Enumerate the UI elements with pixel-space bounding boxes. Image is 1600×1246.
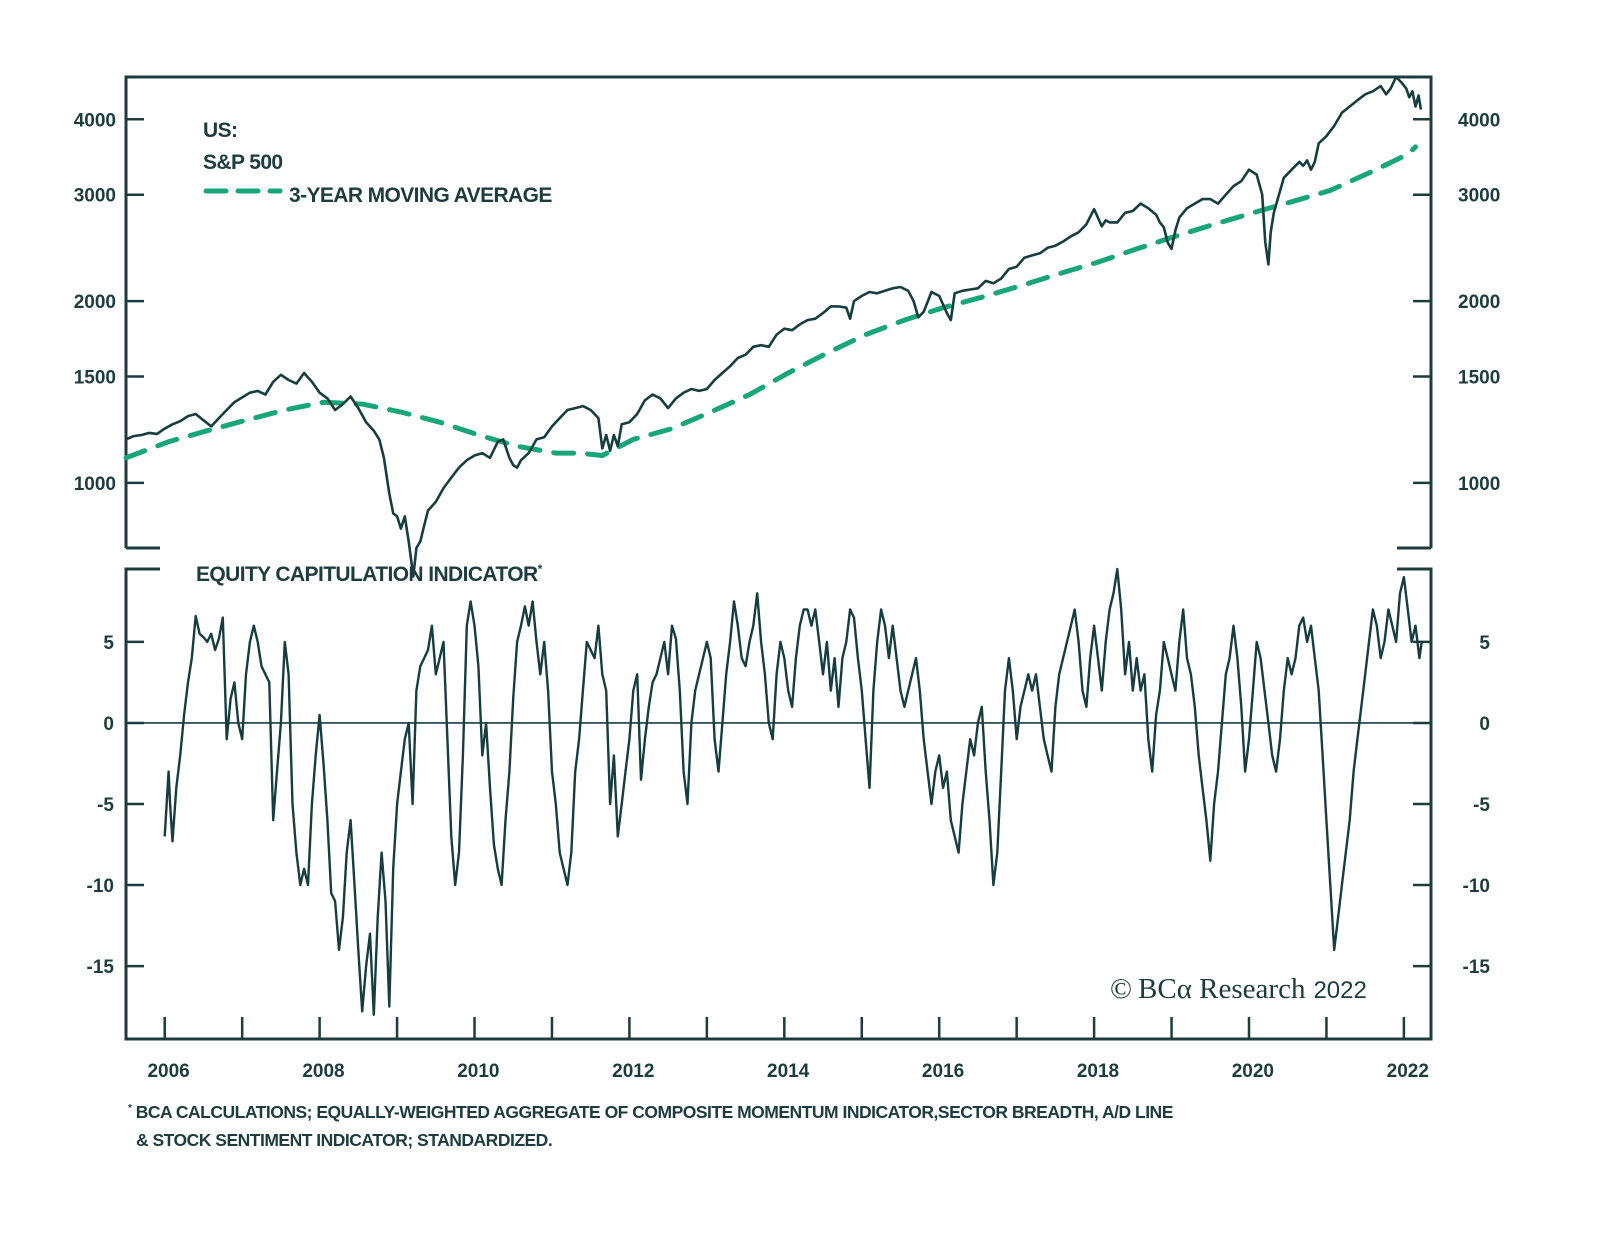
x-tick-label: 2020 [1232, 1061, 1274, 1082]
lower-right-tick-label: -15 [1463, 957, 1491, 978]
x-tick-label: 2014 [767, 1061, 810, 1082]
capitulation-indicator-line [163, 567, 1423, 1016]
copyright: © BCα Research 2022 [1110, 973, 1367, 1005]
upper-right-tick-label: 1000 [1458, 474, 1500, 495]
lower-panel-title-text: EQUITY CAPITULATION INDICATOR [196, 563, 538, 586]
lower-panel-title: EQUITY CAPITULATION INDICATOR* [196, 562, 543, 586]
lower-left-tick-label: -10 [87, 876, 114, 897]
upper-panel-frame [124, 75, 1433, 550]
copyright-brand: BCα Research [1138, 973, 1306, 1005]
x-axis: 2006 2008 2010 2012 2014 2016 2018 2020 2022 [147, 1017, 1429, 1082]
upper-left-tick-label: 1000 [74, 474, 116, 495]
x-tick-label: 2022 [1387, 1061, 1429, 1082]
upper-left-tick-label: 2000 [74, 292, 116, 313]
upper-left-tick-label: 4000 [74, 110, 116, 131]
lower-right-tick-label: 5 [1479, 633, 1490, 654]
upper-right-tick-label: 2000 [1458, 292, 1500, 313]
x-tick-label: 2008 [302, 1061, 344, 1082]
copyright-symbol: © [1110, 973, 1132, 1005]
footnote-line-1: * BCA CALCULATIONS; EQUALLY-WEIGHTED AGG… [128, 1102, 1173, 1123]
legend-country: US: [203, 119, 237, 142]
lower-left-tick-label: 5 [103, 633, 114, 654]
lower-panel: EQUITY CAPITULATION INDICATOR* -15 -15 -10… [87, 562, 1491, 1041]
lower-panel-frame [124, 567, 1433, 1041]
footnote-text-1: BCA CALCULATIONS; EQUALLY-WEIGHTED AGGRE… [135, 1102, 1174, 1122]
lower-left-tick-label: -5 [97, 795, 114, 816]
lower-right-tick-label: 0 [1479, 714, 1490, 735]
legend-sp500: S&P 500 [203, 151, 282, 174]
lower-panel-title-mark: * [538, 562, 543, 576]
upper-y-axis: 1000 1000 1500 1500 2000 2000 3000 3000 4000 4000 [74, 110, 1501, 495]
x-tick-label: 2016 [922, 1061, 964, 1082]
lower-right-tick-label: -10 [1463, 876, 1490, 897]
upper-left-tick-label: 3000 [74, 186, 116, 207]
x-tick-label: 2018 [1077, 1061, 1119, 1082]
upper-right-tick-label: 1500 [1458, 368, 1500, 389]
footnote-mark: * [128, 1103, 132, 1115]
lower-left-tick-label: -15 [87, 957, 115, 978]
sp500-line [125, 75, 1423, 578]
lower-y-axis: -15 -15 -10 -10 -5 -5 0 0 5 5 [87, 633, 1491, 978]
legend-ma-label: 3-YEAR MOVING AVERAGE [289, 184, 552, 207]
lower-left-tick-label: 0 [103, 714, 114, 735]
x-tick-label: 2012 [612, 1061, 654, 1082]
upper-legend: US: S&P 500 3-YEAR MOVING AVERAGE [203, 119, 553, 207]
footnote-line-2: & STOCK SENTIMENT INDICATOR; STANDARDIZE… [136, 1130, 553, 1151]
x-tick-label: 2006 [147, 1061, 189, 1082]
upper-panel: 1000 1000 1500 1500 2000 2000 3000 3000 4000 4000… [74, 75, 1501, 578]
copyright-year: 2022 [1313, 977, 1366, 1004]
footnote-text-2: & STOCK SENTIMENT INDICATOR; STANDARDIZE… [136, 1130, 553, 1150]
x-tick-label: 2010 [457, 1061, 499, 1082]
upper-right-tick-label: 3000 [1458, 186, 1500, 207]
upper-right-tick-label: 4000 [1458, 110, 1500, 131]
upper-left-tick-label: 1500 [74, 368, 116, 389]
lower-right-tick-label: -5 [1473, 795, 1490, 816]
